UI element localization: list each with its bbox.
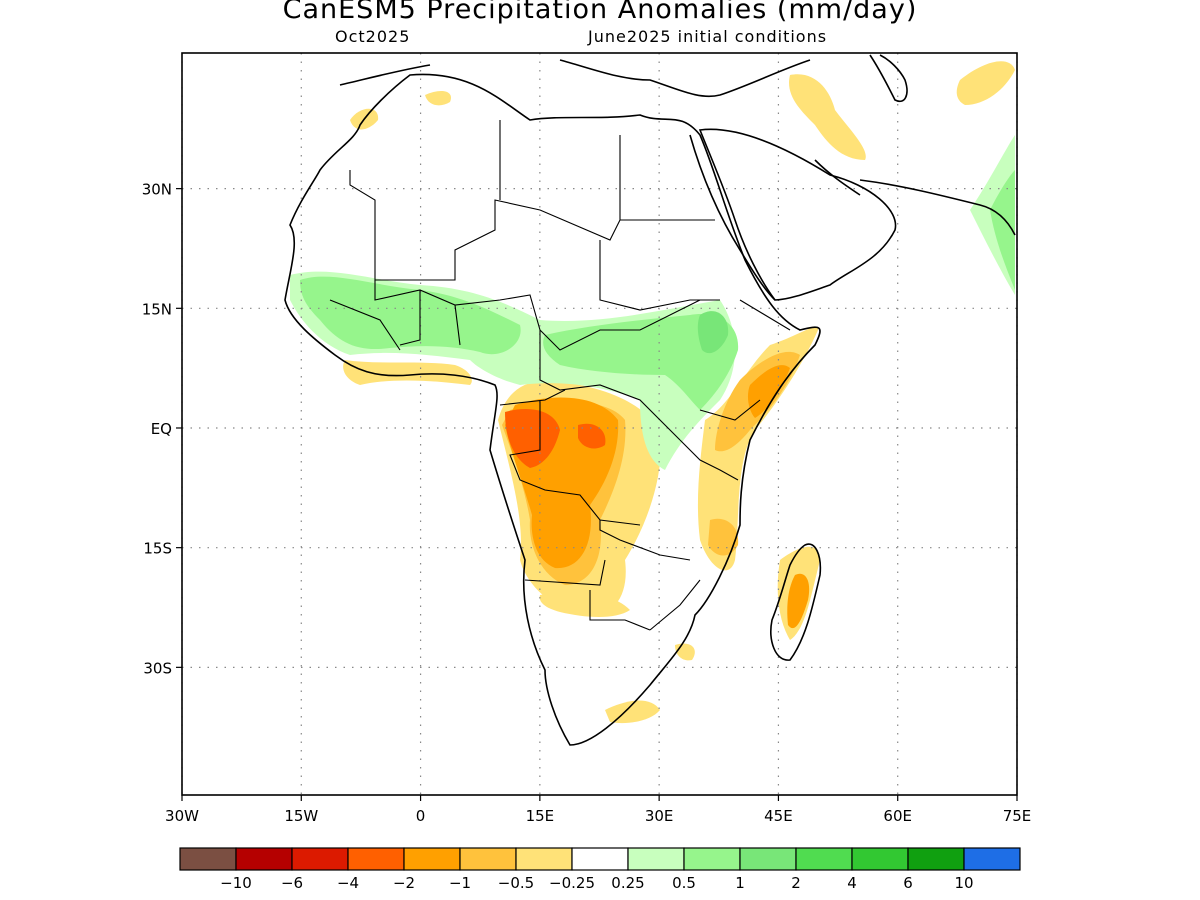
red-sea [689, 134, 776, 301]
colorbar-label: 4 [847, 874, 857, 892]
colorbar-label: −4 [337, 874, 359, 892]
mediterranean-north-coast [339, 59, 811, 98]
dry-anomaly-region [789, 74, 866, 160]
colorbar-swatch [179, 847, 237, 871]
lat-tick-label: 30S [143, 659, 172, 677]
dry-anomaly-region [708, 518, 739, 556]
colorbar-label: −1 [449, 874, 471, 892]
colorbar [179, 847, 1021, 871]
dry-anomaly-region [675, 643, 695, 661]
colorbar-label: 6 [903, 874, 913, 892]
arabia-coastline [698, 128, 897, 301]
chart-title: CanESM5 Precipitation Anomalies (mm/day) [282, 0, 918, 25]
colorbar-labels: −10 −6 −4 −2 −1 −0.5 −0.25 0.25 0.5 1 2 4 6 10 [220, 874, 973, 892]
lat-lon-grid [176, 52, 1018, 801]
colorbar-label: 10 [954, 874, 973, 892]
lon-tick-label: 15E [526, 807, 555, 825]
colorbar-swatch [851, 847, 909, 871]
dry-anomaly-region [697, 326, 819, 571]
lon-tick-label: 75E [1003, 807, 1032, 825]
colorbar-label: −0.5 [498, 874, 534, 892]
colorbar-swatch [739, 847, 797, 871]
persian-gulf [814, 159, 861, 196]
lat-tick-label: 15S [143, 540, 172, 558]
colorbar-swatch [403, 847, 461, 871]
dry-anomaly-region [539, 592, 630, 617]
colorbar-swatch [571, 847, 629, 871]
dry-anomaly-region [578, 423, 606, 449]
madagascar-coastline [770, 543, 822, 661]
iran-india-coastline [859, 179, 1016, 236]
wet-anomaly-region [990, 170, 1015, 290]
colorbar-swatch [683, 847, 741, 871]
map-frame [181, 52, 1018, 796]
coastlines [284, 54, 1016, 746]
lon-tick-label: 30E [645, 807, 674, 825]
colorbar-swatch [963, 847, 1021, 871]
anomaly-shading [290, 61, 1015, 724]
colorbar-label: 0.25 [611, 874, 644, 892]
dry-anomaly-region [956, 61, 1015, 105]
dry-anomaly-region [747, 365, 790, 418]
initial-conditions: June2025 initial conditions [588, 27, 828, 46]
axis-labels: 30N 15N EQ 15S 30S 30W 15W 0 15E 30E 45E 60E 75E [142, 181, 1032, 825]
colorbar-label: 0.5 [672, 874, 696, 892]
colorbar-swatch [627, 847, 685, 871]
colorbar-label: −10 [220, 874, 252, 892]
lon-tick-label: 15W [284, 807, 318, 825]
colorbar-swatch [235, 847, 293, 871]
lon-tick-label: 30W [165, 807, 199, 825]
colorbar-label: 2 [791, 874, 801, 892]
forecast-month: Oct2025 [335, 27, 411, 46]
colorbar-label: 1 [735, 874, 745, 892]
colorbar-label: −2 [393, 874, 415, 892]
dry-anomaly-region [425, 90, 451, 106]
lon-tick-label: 45E [764, 807, 793, 825]
colorbar-swatch [907, 847, 965, 871]
colorbar-swatch [347, 847, 405, 871]
lat-tick-label: EQ [151, 420, 172, 438]
colorbar-swatch [291, 847, 349, 871]
colorbar-label: −6 [281, 874, 303, 892]
colorbar-label: −0.25 [549, 874, 595, 892]
colorbar-swatch [795, 847, 853, 871]
colorbar-swatch [459, 847, 517, 871]
africa-coastline [284, 73, 821, 746]
wet-anomaly-region [697, 311, 729, 354]
country-borders [329, 120, 791, 631]
dry-anomaly-region [787, 573, 810, 629]
wet-anomaly-region [543, 314, 739, 410]
lon-tick-label: 60E [883, 807, 912, 825]
colorbar-swatch [515, 847, 573, 871]
lat-tick-label: 30N [142, 181, 172, 199]
dry-anomaly-region [343, 360, 472, 385]
wet-anomaly-region [300, 276, 521, 355]
lat-tick-label: 15N [142, 300, 172, 318]
caspian-coast [869, 54, 908, 102]
lon-tick-label: 0 [416, 807, 426, 825]
